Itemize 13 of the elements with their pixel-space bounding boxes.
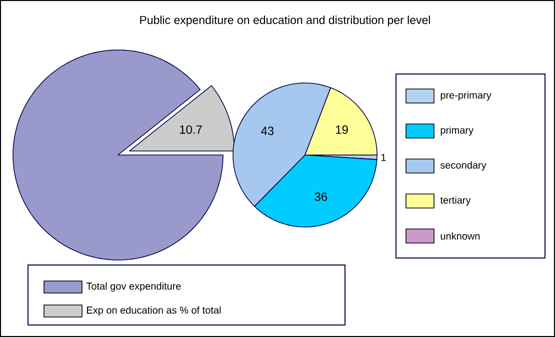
legend-label: pre-primary	[440, 91, 492, 101]
data-label: 36	[314, 192, 328, 201]
data-label: 43	[261, 126, 274, 136]
legend-label: Total gov expenditure	[86, 282, 181, 292]
legend-label: unknown	[440, 232, 480, 240]
legend-label: Exp on education as % of total	[87, 306, 221, 316]
data-label: 1	[381, 154, 386, 161]
data-label: 10.7	[180, 125, 202, 134]
data-label: 19	[336, 125, 348, 134]
legend-label: secondary	[440, 161, 486, 171]
legend-label: primary	[440, 126, 474, 136]
legend-label: tertiary	[440, 196, 471, 206]
chart-title: Public expenditure on education and distribution per level	[140, 16, 430, 26]
